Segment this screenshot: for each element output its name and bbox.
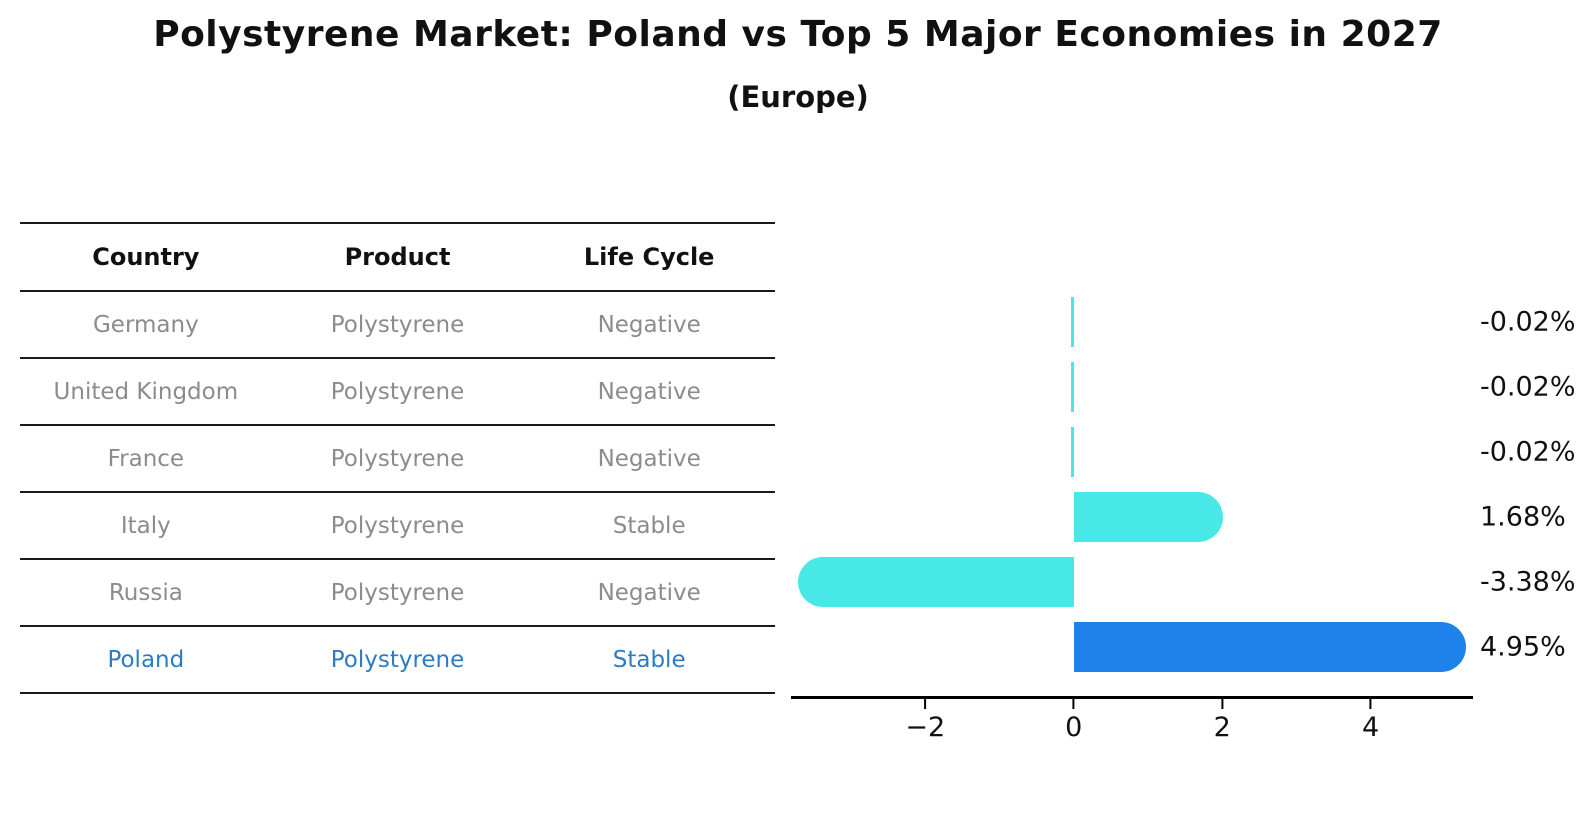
cell-country: Germany [92, 311, 199, 338]
cell-product: Polystyrene [330, 646, 465, 673]
value-label-france: -0.02% [1480, 436, 1576, 468]
chart-title: Polystyrene Market: Poland vs Top 5 Majo… [153, 14, 1443, 55]
tick-label: 4 [1361, 712, 1380, 743]
cell-product: Polystyrene [330, 579, 465, 606]
cell-life-cycle: Negative [597, 445, 701, 472]
table-row-italy: Italy Polystyrene Stable [20, 493, 775, 560]
value-label-italy: 1.68% [1480, 501, 1566, 533]
bar-germany [1070, 297, 1074, 347]
cell-life-cycle: Stable [612, 512, 686, 539]
tick-label: 2 [1213, 712, 1231, 743]
x-tick-2: 2 [1214, 699, 1231, 743]
tick-mark [1369, 699, 1372, 709]
bar-france [1070, 427, 1074, 477]
cell-life-cycle: Stable [612, 646, 686, 673]
table-row-france: France Polystyrene Negative [20, 426, 775, 493]
table-row-poland: Poland Polystyrene Stable [20, 627, 775, 694]
value-label-united-kingdom: -0.02% [1480, 371, 1576, 403]
tick-mark [1221, 699, 1224, 709]
chart-subtitle: (Europe) [727, 80, 869, 114]
table-header-row: Country Product Life Cycle [20, 224, 775, 292]
tick-mark [924, 699, 927, 709]
cell-product: Polystyrene [330, 311, 465, 338]
cell-country: Italy [120, 512, 171, 539]
cell-country: United Kingdom [53, 378, 239, 405]
cell-life-cycle: Negative [597, 378, 701, 405]
data-table: Country Product Life Cycle Germany Polys… [20, 222, 775, 694]
cell-product: Polystyrene [330, 512, 465, 539]
value-label-germany: -0.02% [1480, 306, 1576, 338]
cell-country: France [107, 445, 185, 472]
x-axis-line [791, 696, 1473, 699]
header-cell-country: Country [92, 243, 200, 271]
cell-life-cycle: Negative [597, 311, 701, 338]
table-row-germany: Germany Polystyrene Negative [20, 292, 775, 359]
x-tick-4: 4 [1362, 699, 1379, 743]
bar-italy [1073, 492, 1224, 542]
x-tick-0: 0 [1065, 699, 1082, 743]
bar-united-kingdom [1070, 362, 1074, 412]
cell-product: Polystyrene [330, 445, 465, 472]
tick-mark [1072, 699, 1075, 709]
cell-country: Russia [108, 579, 183, 606]
cell-product: Polystyrene [330, 378, 465, 405]
cell-country: Poland [107, 646, 185, 673]
tick-label: 0 [1065, 712, 1083, 743]
header-cell-product: Product [344, 243, 451, 271]
bar-russia [797, 557, 1074, 607]
table-row-united-kingdom: United Kingdom Polystyrene Negative [20, 359, 775, 426]
x-tick-minus-2: −2 [905, 699, 945, 743]
tick-label: −2 [905, 712, 946, 743]
table-row-russia: Russia Polystyrene Negative [20, 560, 775, 627]
header-cell-life-cycle: Life Cycle [583, 243, 715, 271]
bar-poland [1073, 622, 1467, 672]
value-label-poland: 4.95% [1480, 631, 1566, 663]
value-label-russia: -3.38% [1480, 566, 1576, 598]
cell-life-cycle: Negative [597, 579, 701, 606]
